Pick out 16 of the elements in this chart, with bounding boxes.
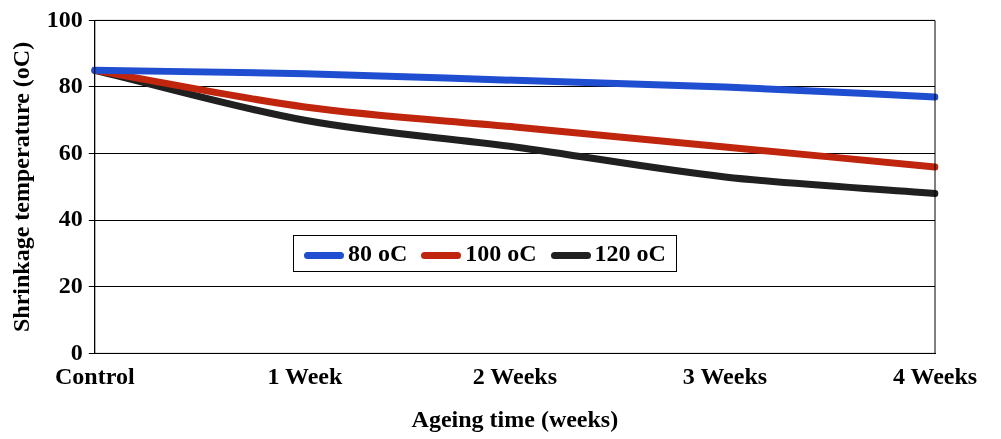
x-axis-title: Ageing time (weeks)	[411, 405, 619, 432]
x-tick-label: 3 Weeks	[682, 363, 768, 389]
x-tick-label: 2 Weeks	[472, 363, 558, 389]
y-tick-label: 60	[58, 138, 83, 165]
y-tick-label: 0	[70, 338, 83, 365]
x-tick-label: 4 Weeks	[892, 363, 978, 389]
y-tick-label: 80	[58, 72, 83, 99]
x-tick-label: Control	[55, 363, 135, 389]
legend-label: 80 oC	[346, 240, 408, 267]
legend-label: 100 oC	[464, 240, 537, 267]
y-tick-label: 40	[58, 205, 83, 232]
y-tick-label: 100	[46, 5, 83, 32]
y-tick-label: 20	[58, 272, 83, 298]
legend-label: 120 oC	[593, 240, 666, 267]
y-axis-title: Shrinkage temperature (oC)	[7, 41, 34, 332]
x-tick-label: 1 Week	[267, 363, 343, 389]
